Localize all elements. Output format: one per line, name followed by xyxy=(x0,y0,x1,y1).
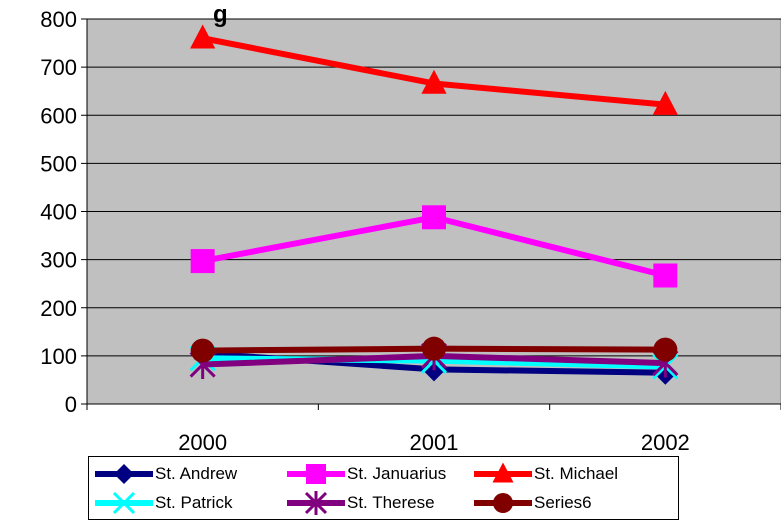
legend-item-series6: Series6 xyxy=(472,488,592,518)
y-tick-label: 200 xyxy=(40,296,77,321)
data-point-marker xyxy=(190,249,215,274)
series-st-michael xyxy=(190,24,678,115)
legend-swatch xyxy=(95,464,153,484)
legend-swatch xyxy=(474,462,532,483)
data-point-marker xyxy=(422,336,446,361)
x-tick-label: 2000 xyxy=(178,430,227,455)
series-st-januarius xyxy=(190,205,678,288)
axes xyxy=(86,19,781,410)
legend-item-st-michael: St. Michael xyxy=(472,459,618,489)
legend-item-st-patrick: St. Patrick xyxy=(93,488,232,518)
data-point-marker xyxy=(114,464,134,484)
y-tick-label: 500 xyxy=(40,151,77,176)
tick-labels: 0 100 200 300 400 500 600 700 800 2000 2001 2002 xyxy=(40,7,690,455)
legend-label: St. Januarius xyxy=(347,464,447,483)
legend-swatch xyxy=(287,464,345,484)
y-tick-label: 800 xyxy=(40,7,77,32)
legend-label: Series6 xyxy=(534,493,592,512)
legend-swatch xyxy=(287,491,345,515)
x-tick-label: 2002 xyxy=(641,430,690,455)
chart-legend: St. Andrew St. Januarius St. Michael St. Pa… xyxy=(88,456,679,520)
y-tick-label: 400 xyxy=(40,200,77,225)
y-tick-label: 100 xyxy=(40,344,77,369)
legend-item-st-januarius: St. Januarius xyxy=(285,459,446,489)
data-point-marker xyxy=(493,493,513,513)
legend-item-st-therese: St. Therese xyxy=(285,488,435,518)
series-lines xyxy=(189,24,679,385)
data-point-marker xyxy=(422,205,446,230)
data-point-marker xyxy=(112,491,136,515)
legend-swatch xyxy=(474,493,532,513)
data-point-marker xyxy=(190,338,215,363)
x-tick-label: 2001 xyxy=(410,430,459,455)
data-point-marker xyxy=(653,263,678,288)
data-point-marker xyxy=(492,462,514,483)
data-point-marker xyxy=(652,90,678,115)
legend-label: St. Andrew xyxy=(155,464,238,483)
data-point-marker xyxy=(190,24,216,49)
data-point-marker xyxy=(304,491,328,515)
legend-label: St. Patrick xyxy=(155,493,233,512)
legend-swatch xyxy=(95,491,153,515)
chart-title: g xyxy=(213,1,228,28)
data-point-marker xyxy=(306,464,326,484)
data-point-marker xyxy=(653,337,678,362)
y-tick-label: 0 xyxy=(65,392,77,417)
legend-label: St. Michael xyxy=(534,464,619,483)
series-series6 xyxy=(190,336,678,363)
y-tick-label: 700 xyxy=(40,55,77,80)
legend-item-st-andrew: St. Andrew xyxy=(93,459,237,489)
data-point-marker xyxy=(421,69,447,94)
y-tick-label: 300 xyxy=(40,248,77,273)
y-tick-label: 600 xyxy=(40,103,77,128)
legend-label: St. Therese xyxy=(347,493,435,512)
